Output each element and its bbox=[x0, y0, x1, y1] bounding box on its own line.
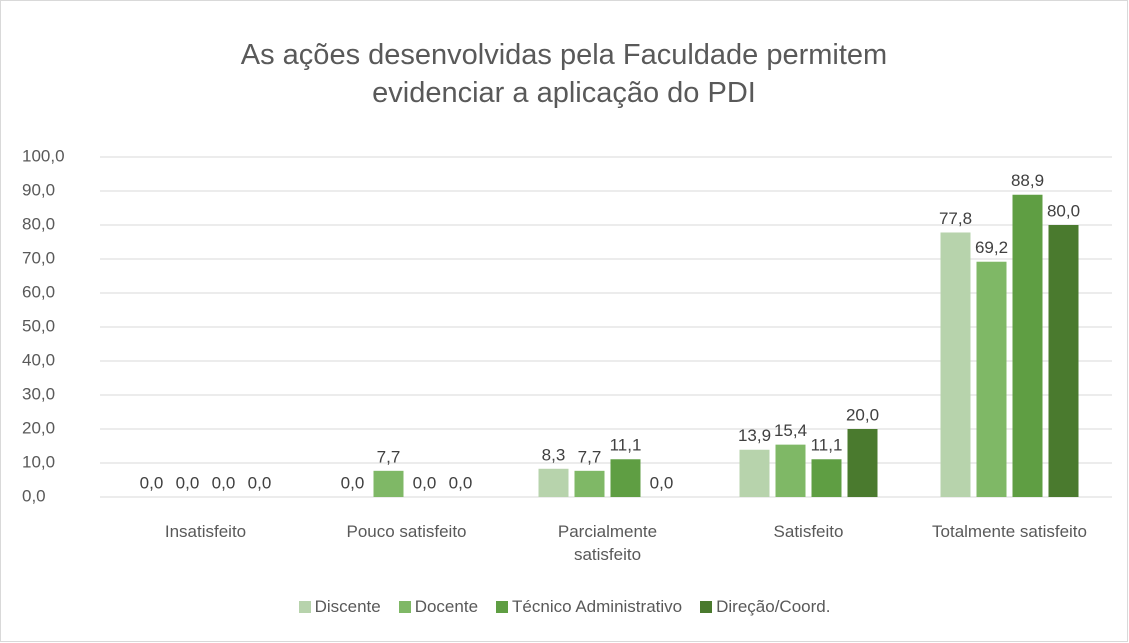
data-label: 7,7 bbox=[578, 447, 602, 466]
legend-swatch bbox=[496, 601, 509, 613]
y-tick-label: 70,0 bbox=[22, 248, 55, 267]
data-label: 69,2 bbox=[975, 238, 1008, 257]
legend-item: Direção/Coord. bbox=[700, 597, 830, 617]
bar bbox=[373, 470, 404, 497]
x-tick-box: Totalmente satisfeito bbox=[932, 522, 1087, 541]
legend-item: Docente bbox=[398, 597, 479, 617]
data-label: 15,4 bbox=[774, 421, 807, 440]
x-tick-label: Totalmente satisfeito bbox=[932, 522, 1087, 541]
data-label: 0,0 bbox=[212, 473, 236, 492]
bar bbox=[1012, 194, 1043, 498]
legend-item: Técnico Administrativo bbox=[496, 597, 682, 617]
x-tick-box: Pouco satisfeito bbox=[346, 522, 467, 541]
legend-swatch bbox=[700, 601, 713, 613]
y-tick-label: 40,0 bbox=[22, 350, 55, 369]
data-label: 7,7 bbox=[377, 447, 401, 466]
bar bbox=[775, 444, 806, 497]
data-label: 0,0 bbox=[176, 473, 200, 492]
data-label: 77,8 bbox=[939, 209, 972, 228]
bar bbox=[610, 459, 641, 497]
y-tick-label: 80,0 bbox=[22, 214, 55, 233]
y-tick-label: 60,0 bbox=[22, 282, 55, 301]
x-tick-box: Satisfeito bbox=[773, 522, 844, 541]
legend-label: Técnico Administrativo bbox=[512, 597, 683, 616]
data-label: 0,0 bbox=[650, 473, 674, 492]
x-tick-label: Pouco satisfeito bbox=[346, 522, 467, 541]
data-label: 11,1 bbox=[811, 436, 843, 455]
data-label: 0,0 bbox=[413, 473, 437, 492]
title-box: As ações desenvolvidas pela Faculdade pe… bbox=[240, 39, 888, 109]
bar bbox=[811, 459, 842, 497]
bar bbox=[739, 449, 770, 497]
bar bbox=[976, 261, 1007, 497]
legend-label: Docente bbox=[414, 597, 479, 616]
data-label: 13,9 bbox=[738, 426, 771, 445]
bar bbox=[940, 232, 971, 498]
y-tick-label: 50,0 bbox=[22, 316, 55, 335]
legend-item: Discente bbox=[298, 597, 381, 617]
data-label: 8,3 bbox=[542, 445, 566, 464]
data-label: 20,0 bbox=[846, 405, 879, 424]
y-tick-label: 90,0 bbox=[22, 180, 55, 199]
chart-title: As ações desenvolvidas pela Faculdade pe… bbox=[240, 39, 888, 109]
x-tick-label: Parcialmente satisfeito bbox=[557, 522, 658, 564]
legend-label: Discente bbox=[314, 597, 381, 616]
data-label: 0,0 bbox=[140, 473, 164, 492]
y-tick-label: 30,0 bbox=[22, 384, 55, 403]
legend-swatch bbox=[398, 601, 411, 613]
bar bbox=[538, 468, 569, 497]
data-label: 11,1 bbox=[610, 436, 642, 455]
bar bbox=[1048, 225, 1079, 497]
bar bbox=[574, 470, 605, 497]
bar bbox=[847, 429, 878, 497]
legend-swatch bbox=[298, 601, 311, 613]
y-tick-label: 0,0 bbox=[22, 486, 46, 505]
y-tick-label: 20,0 bbox=[22, 418, 55, 437]
data-label: 0,0 bbox=[449, 473, 473, 492]
data-label: 80,0 bbox=[1047, 201, 1080, 220]
data-label: 0,0 bbox=[248, 473, 272, 492]
legend-box: Discente Docente Técnico Administrativo Dir… bbox=[0, 597, 1129, 617]
x-tick-box: Insatisfeito bbox=[164, 522, 247, 541]
y-tick-label: 100,0 bbox=[22, 146, 65, 165]
x-tick-label: Insatisfeito bbox=[164, 522, 247, 541]
x-tick-label: Satisfeito bbox=[773, 522, 844, 541]
data-label: 88,9 bbox=[1011, 171, 1044, 190]
data-label: 0,0 bbox=[341, 473, 365, 492]
legend-label: Direção/Coord. bbox=[716, 597, 831, 616]
legend: Discente Docente Técnico Administrativo Dir… bbox=[0, 597, 1129, 617]
x-tick-box: Parcialmente satisfeito bbox=[557, 522, 658, 564]
y-tick-label: 10,0 bbox=[22, 452, 55, 471]
